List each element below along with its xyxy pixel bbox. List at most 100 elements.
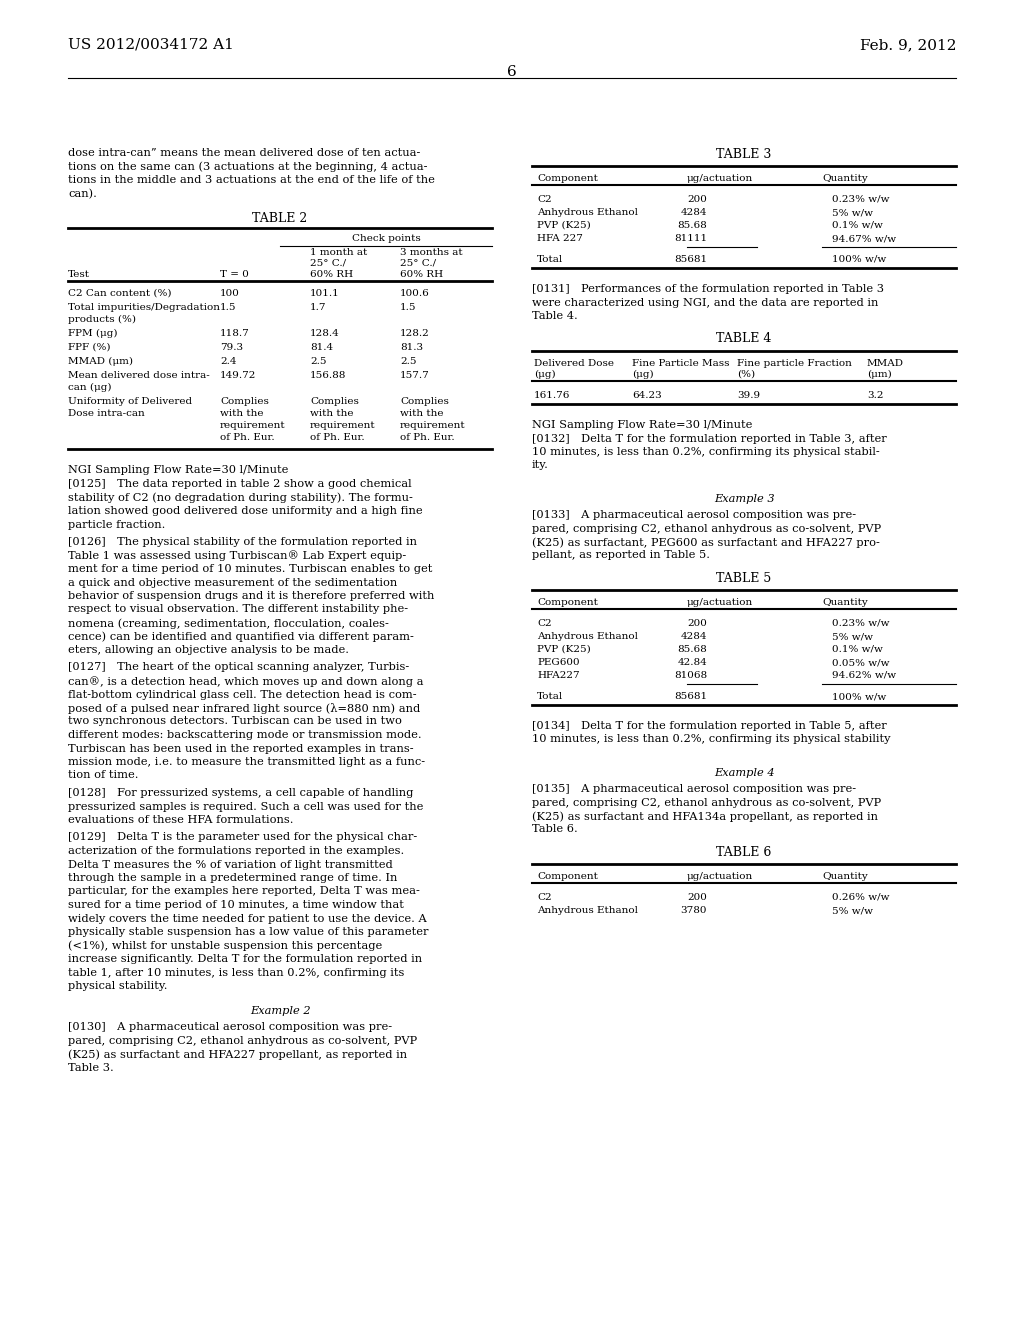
Text: pared, comprising C2, ethanol anhydrous as co-solvent, PVP: pared, comprising C2, ethanol anhydrous … xyxy=(68,1036,417,1045)
Text: (%): (%) xyxy=(737,370,755,379)
Text: 0.23% w/w: 0.23% w/w xyxy=(831,195,890,205)
Text: evaluations of these HFA formulations.: evaluations of these HFA formulations. xyxy=(68,814,294,825)
Text: Quantity: Quantity xyxy=(822,598,867,607)
Text: PEG600: PEG600 xyxy=(537,657,580,667)
Text: 100.6: 100.6 xyxy=(400,289,430,298)
Text: FPM (μg): FPM (μg) xyxy=(68,329,118,338)
Text: 1.7: 1.7 xyxy=(310,304,327,312)
Text: physical stability.: physical stability. xyxy=(68,981,168,991)
Text: tions on the same can (3 actuations at the beginning, 4 actua-: tions on the same can (3 actuations at t… xyxy=(68,161,427,172)
Text: products (%): products (%) xyxy=(68,315,136,325)
Text: can).: can). xyxy=(68,189,97,199)
Text: 0.05% w/w: 0.05% w/w xyxy=(831,657,890,667)
Text: Uniformity of Delivered: Uniformity of Delivered xyxy=(68,397,193,407)
Text: Table 6.: Table 6. xyxy=(532,825,578,834)
Text: C2 Can content (%): C2 Can content (%) xyxy=(68,289,171,298)
Text: 10 minutes, is less than 0.2%, confirming its physical stabil-: 10 minutes, is less than 0.2%, confirmin… xyxy=(532,447,880,457)
Text: PVP (K25): PVP (K25) xyxy=(537,645,591,653)
Text: mission mode, i.e. to measure the transmitted light as a func-: mission mode, i.e. to measure the transm… xyxy=(68,756,425,767)
Text: [0126] The physical stability of the formulation reported in: [0126] The physical stability of the for… xyxy=(68,537,417,546)
Text: TABLE 3: TABLE 3 xyxy=(717,148,772,161)
Text: of Ph. Eur.: of Ph. Eur. xyxy=(310,433,365,442)
Text: with the: with the xyxy=(400,409,443,418)
Text: 39.9: 39.9 xyxy=(737,391,760,400)
Text: C2: C2 xyxy=(537,619,552,628)
Text: 25° C./: 25° C./ xyxy=(310,259,346,268)
Text: 85681: 85681 xyxy=(674,255,707,264)
Text: 1 month at: 1 month at xyxy=(310,248,368,257)
Text: Mean delivered dose intra-: Mean delivered dose intra- xyxy=(68,371,210,380)
Text: of Ph. Eur.: of Ph. Eur. xyxy=(220,433,274,442)
Text: HFA 227: HFA 227 xyxy=(537,234,583,243)
Text: particle fraction.: particle fraction. xyxy=(68,520,165,529)
Text: Anhydrous Ethanol: Anhydrous Ethanol xyxy=(537,632,638,642)
Text: 1.5: 1.5 xyxy=(220,304,237,312)
Text: μg/actuation: μg/actuation xyxy=(687,598,754,607)
Text: with the: with the xyxy=(310,409,353,418)
Text: 42.84: 42.84 xyxy=(677,657,707,667)
Text: Quantity: Quantity xyxy=(822,873,867,880)
Text: 10 minutes, is less than 0.2%, confirming its physical stability: 10 minutes, is less than 0.2%, confirmin… xyxy=(532,734,891,744)
Text: Quantity: Quantity xyxy=(822,174,867,183)
Text: 2.5: 2.5 xyxy=(400,356,417,366)
Text: eters, allowing an objective analysis to be made.: eters, allowing an objective analysis to… xyxy=(68,645,349,655)
Text: with the: with the xyxy=(220,409,263,418)
Text: Table 1 was assessed using Turbiscan® Lab Expert equip-: Table 1 was assessed using Turbiscan® La… xyxy=(68,550,407,561)
Text: [0135] A pharmaceutical aerosol composition was pre-: [0135] A pharmaceutical aerosol composit… xyxy=(532,784,856,795)
Text: (μg): (μg) xyxy=(632,370,653,379)
Text: ity.: ity. xyxy=(532,461,549,470)
Text: Table 4.: Table 4. xyxy=(532,312,578,321)
Text: (K25) as surfactant, PEG600 as surfactant and HFA227 pro-: (K25) as surfactant, PEG600 as surfactan… xyxy=(532,537,880,548)
Text: 81068: 81068 xyxy=(674,671,707,680)
Text: MMAD: MMAD xyxy=(867,359,904,367)
Text: [0129] Delta T is the parameter used for the physical char-: [0129] Delta T is the parameter used for… xyxy=(68,833,417,842)
Text: different modes: backscattering mode or transmission mode.: different modes: backscattering mode or … xyxy=(68,730,422,741)
Text: T = 0: T = 0 xyxy=(220,271,249,279)
Text: (K25) as surfactant and HFA227 propellant, as reported in: (K25) as surfactant and HFA227 propellan… xyxy=(68,1049,408,1060)
Text: 157.7: 157.7 xyxy=(400,371,430,380)
Text: Complies: Complies xyxy=(220,397,269,407)
Text: (μg): (μg) xyxy=(534,370,556,379)
Text: HFA227: HFA227 xyxy=(537,671,580,680)
Text: can®, is a detection head, which moves up and down along a: can®, is a detection head, which moves u… xyxy=(68,676,424,686)
Text: 85681: 85681 xyxy=(674,692,707,701)
Text: Component: Component xyxy=(537,598,598,607)
Text: TABLE 5: TABLE 5 xyxy=(717,572,772,585)
Text: Check points: Check points xyxy=(351,234,421,243)
Text: of Ph. Eur.: of Ph. Eur. xyxy=(400,433,455,442)
Text: 100% w/w: 100% w/w xyxy=(831,692,886,701)
Text: a quick and objective measurement of the sedimentation: a quick and objective measurement of the… xyxy=(68,578,397,587)
Text: 79.3: 79.3 xyxy=(220,343,243,352)
Text: Anhydrous Ethanol: Anhydrous Ethanol xyxy=(537,906,638,915)
Text: acterization of the formulations reported in the examples.: acterization of the formulations reporte… xyxy=(68,846,404,855)
Text: Delivered Dose: Delivered Dose xyxy=(534,359,614,367)
Text: 85.68: 85.68 xyxy=(677,220,707,230)
Text: 1.5: 1.5 xyxy=(400,304,417,312)
Text: Complies: Complies xyxy=(310,397,358,407)
Text: 200: 200 xyxy=(687,894,707,902)
Text: 5% w/w: 5% w/w xyxy=(831,906,873,915)
Text: [0133] A pharmaceutical aerosol composition was pre-: [0133] A pharmaceutical aerosol composit… xyxy=(532,510,856,520)
Text: posed of a pulsed near infrared light source (λ=880 nm) and: posed of a pulsed near infrared light so… xyxy=(68,704,420,714)
Text: 25° C./: 25° C./ xyxy=(400,259,436,268)
Text: [0130] A pharmaceutical aerosol composition was pre-: [0130] A pharmaceutical aerosol composit… xyxy=(68,1023,392,1032)
Text: NGI Sampling Flow Rate=30 l/Minute: NGI Sampling Flow Rate=30 l/Minute xyxy=(532,420,753,429)
Text: 161.76: 161.76 xyxy=(534,391,570,400)
Text: Component: Component xyxy=(537,873,598,880)
Text: C2: C2 xyxy=(537,195,552,205)
Text: pressurized samples is required. Such a cell was used for the: pressurized samples is required. Such a … xyxy=(68,801,423,812)
Text: 3780: 3780 xyxy=(681,906,707,915)
Text: μg/actuation: μg/actuation xyxy=(687,174,754,183)
Text: [0128] For pressurized systems, a cell capable of handling: [0128] For pressurized systems, a cell c… xyxy=(68,788,414,799)
Text: 3 months at: 3 months at xyxy=(400,248,463,257)
Text: TABLE 4: TABLE 4 xyxy=(717,333,772,346)
Text: 85.68: 85.68 xyxy=(677,645,707,653)
Text: 60% RH: 60% RH xyxy=(400,271,443,279)
Text: flat-bottom cylindrical glass cell. The detection head is com-: flat-bottom cylindrical glass cell. The … xyxy=(68,689,417,700)
Text: TABLE 2: TABLE 2 xyxy=(252,213,307,224)
Text: were characterized using NGI, and the data are reported in: were characterized using NGI, and the da… xyxy=(532,297,879,308)
Text: 100% w/w: 100% w/w xyxy=(831,255,886,264)
Text: 128.2: 128.2 xyxy=(400,329,430,338)
Text: increase significantly. Delta T for the formulation reported in: increase significantly. Delta T for the … xyxy=(68,954,422,964)
Text: 2.5: 2.5 xyxy=(310,356,327,366)
